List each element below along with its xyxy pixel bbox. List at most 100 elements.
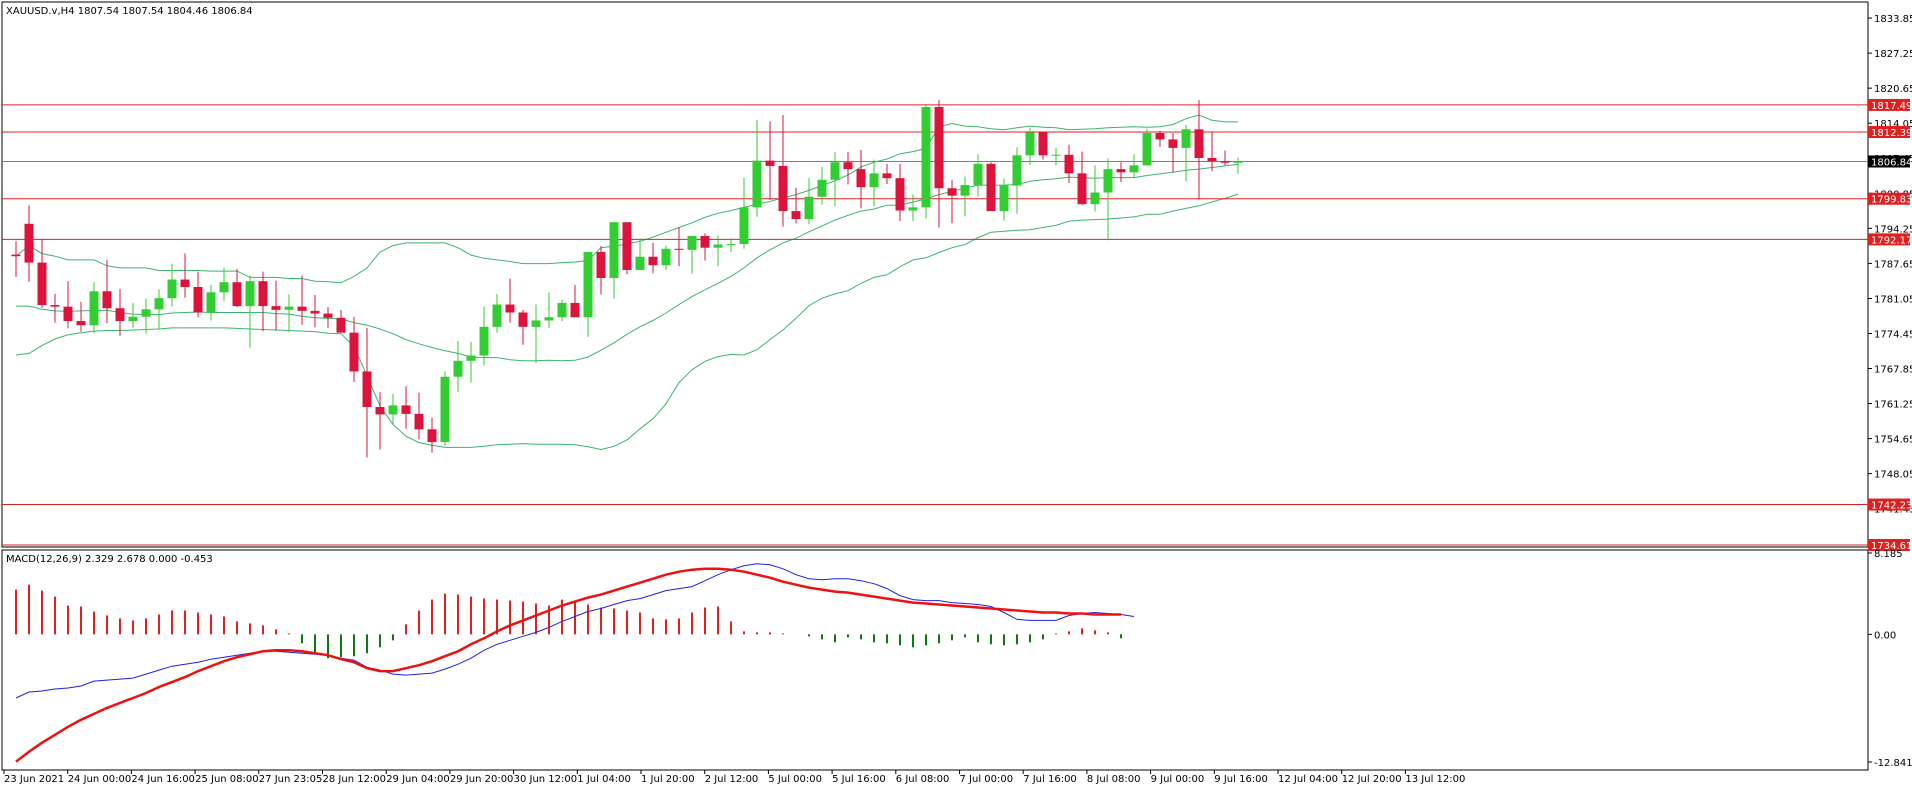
time-tick-label: 6 Jul 08:00 xyxy=(896,774,950,785)
candle-body xyxy=(453,360,463,377)
time-tick-label: 25 Jun 08:00 xyxy=(195,774,259,785)
candle-body xyxy=(804,196,814,220)
macd-indicator xyxy=(15,563,1135,763)
candle-body xyxy=(1116,169,1126,173)
time-tick-label: 24 Jun 00:00 xyxy=(68,774,132,785)
bollinger-lower-line xyxy=(15,193,1239,451)
candle-body xyxy=(596,251,606,278)
candlesticks xyxy=(11,100,1243,458)
chart-frame xyxy=(1,1,1869,771)
macd-tick-label: 8.185 xyxy=(1874,549,1903,560)
level-tag-label: 1734.61 xyxy=(1871,541,1912,552)
time-tick-label: 23 Jun 2021 xyxy=(4,774,64,785)
candle-body xyxy=(1077,173,1087,205)
price-tick-label: 1794.25 xyxy=(1874,224,1912,235)
candle-body xyxy=(323,313,333,318)
candle-body xyxy=(661,248,671,266)
time-tick-label: 28 Jun 12:00 xyxy=(323,774,387,785)
candle-body xyxy=(89,291,99,326)
candle-body xyxy=(440,376,450,443)
candle-body xyxy=(245,281,255,307)
candle-body xyxy=(24,223,34,263)
candle-body xyxy=(1064,154,1074,174)
candle-body xyxy=(1129,165,1139,173)
candle-body xyxy=(297,306,307,311)
time-tick-label: 7 Jul 00:00 xyxy=(960,774,1014,785)
candle-body xyxy=(1233,161,1243,163)
candle-body xyxy=(947,188,957,196)
candle-body xyxy=(674,248,684,250)
candle-body xyxy=(505,304,515,313)
candle-body xyxy=(765,160,775,166)
time-tick-label: 9 Jul 16:00 xyxy=(1214,774,1268,785)
candle-body xyxy=(687,236,697,250)
symbol-header: XAUUSD.v,H4 1807.54 1807.54 1804.46 1806… xyxy=(6,6,253,17)
candle-body xyxy=(258,281,268,307)
time-tick-label: 12 Jul 04:00 xyxy=(1278,774,1338,785)
candle-body xyxy=(336,317,346,333)
candle-body xyxy=(518,312,528,327)
price-tick-label: 1748.05 xyxy=(1874,470,1912,481)
bid-tag-label: 1806.84 xyxy=(1871,157,1912,168)
candle-body xyxy=(466,355,476,361)
candle-body xyxy=(531,320,541,327)
time-tick-label: 24 Jun 16:00 xyxy=(131,774,195,785)
candle-body xyxy=(1207,157,1217,162)
candle-body xyxy=(427,429,437,443)
candle-body xyxy=(349,332,359,372)
level-tag-label: 1792.17 xyxy=(1871,235,1912,246)
bollinger-bands xyxy=(15,114,1239,451)
candle-body xyxy=(50,305,60,307)
candle-body xyxy=(76,320,86,326)
level-tag-label: 1812.39 xyxy=(1871,128,1912,139)
candle-body xyxy=(193,287,203,313)
candle-body xyxy=(11,254,21,257)
candle-body xyxy=(284,306,294,310)
candle-body xyxy=(635,256,645,271)
candle-body xyxy=(921,107,931,208)
price-tick-label: 1827.25 xyxy=(1874,49,1912,60)
price-tick-label: 1754.65 xyxy=(1874,435,1912,446)
time-tick-label: 5 Jul 16:00 xyxy=(832,774,886,785)
candle-body xyxy=(557,302,567,318)
time-tick-label: 29 Jun 20:00 xyxy=(450,774,514,785)
candle-body xyxy=(934,107,944,189)
candle-body xyxy=(700,236,710,248)
macd-tick-label: 0.00 xyxy=(1874,630,1896,641)
macd-line xyxy=(15,563,1135,699)
time-axis: 23 Jun 2021 24 Jun 00:00 24 Jun 16:00 25 Ju… xyxy=(3,770,1465,785)
level-tag xyxy=(1868,98,1910,111)
candle-body xyxy=(843,162,853,170)
macd-panel-border xyxy=(1,549,1869,771)
candle-body xyxy=(401,405,411,414)
candle-body xyxy=(102,291,112,309)
time-tick-label: 9 Jul 00:00 xyxy=(1151,774,1205,785)
candle-body xyxy=(63,306,73,321)
candle-body xyxy=(752,160,762,208)
candle-body xyxy=(232,282,242,307)
candle-body xyxy=(141,309,151,317)
candle-body xyxy=(167,279,177,299)
candle-body xyxy=(830,162,840,180)
level-tag-label: 1817.49 xyxy=(1871,101,1912,112)
candle-body xyxy=(778,165,788,212)
candle-body xyxy=(1220,161,1230,163)
candle-body xyxy=(973,163,983,186)
price-levels xyxy=(2,104,1868,546)
candle-body xyxy=(1155,133,1165,140)
candle-body xyxy=(1168,139,1178,148)
bollinger-middle-line xyxy=(16,163,1239,362)
candle-body xyxy=(310,310,320,314)
candle-body xyxy=(739,207,749,244)
candle-body xyxy=(986,163,996,212)
candle-body xyxy=(999,185,1009,212)
level-tag xyxy=(1868,498,1910,511)
candle-body xyxy=(1194,129,1204,158)
bid-tag xyxy=(1868,155,1910,168)
time-tick-label: 13 Jul 12:00 xyxy=(1405,774,1465,785)
candle-body xyxy=(219,282,229,293)
price-tick-label: 1787.65 xyxy=(1874,259,1912,270)
time-tick-label: 1 Jul 04:00 xyxy=(577,774,631,785)
price-tick-label: 1761.25 xyxy=(1874,400,1912,411)
candle-body xyxy=(1090,192,1100,205)
